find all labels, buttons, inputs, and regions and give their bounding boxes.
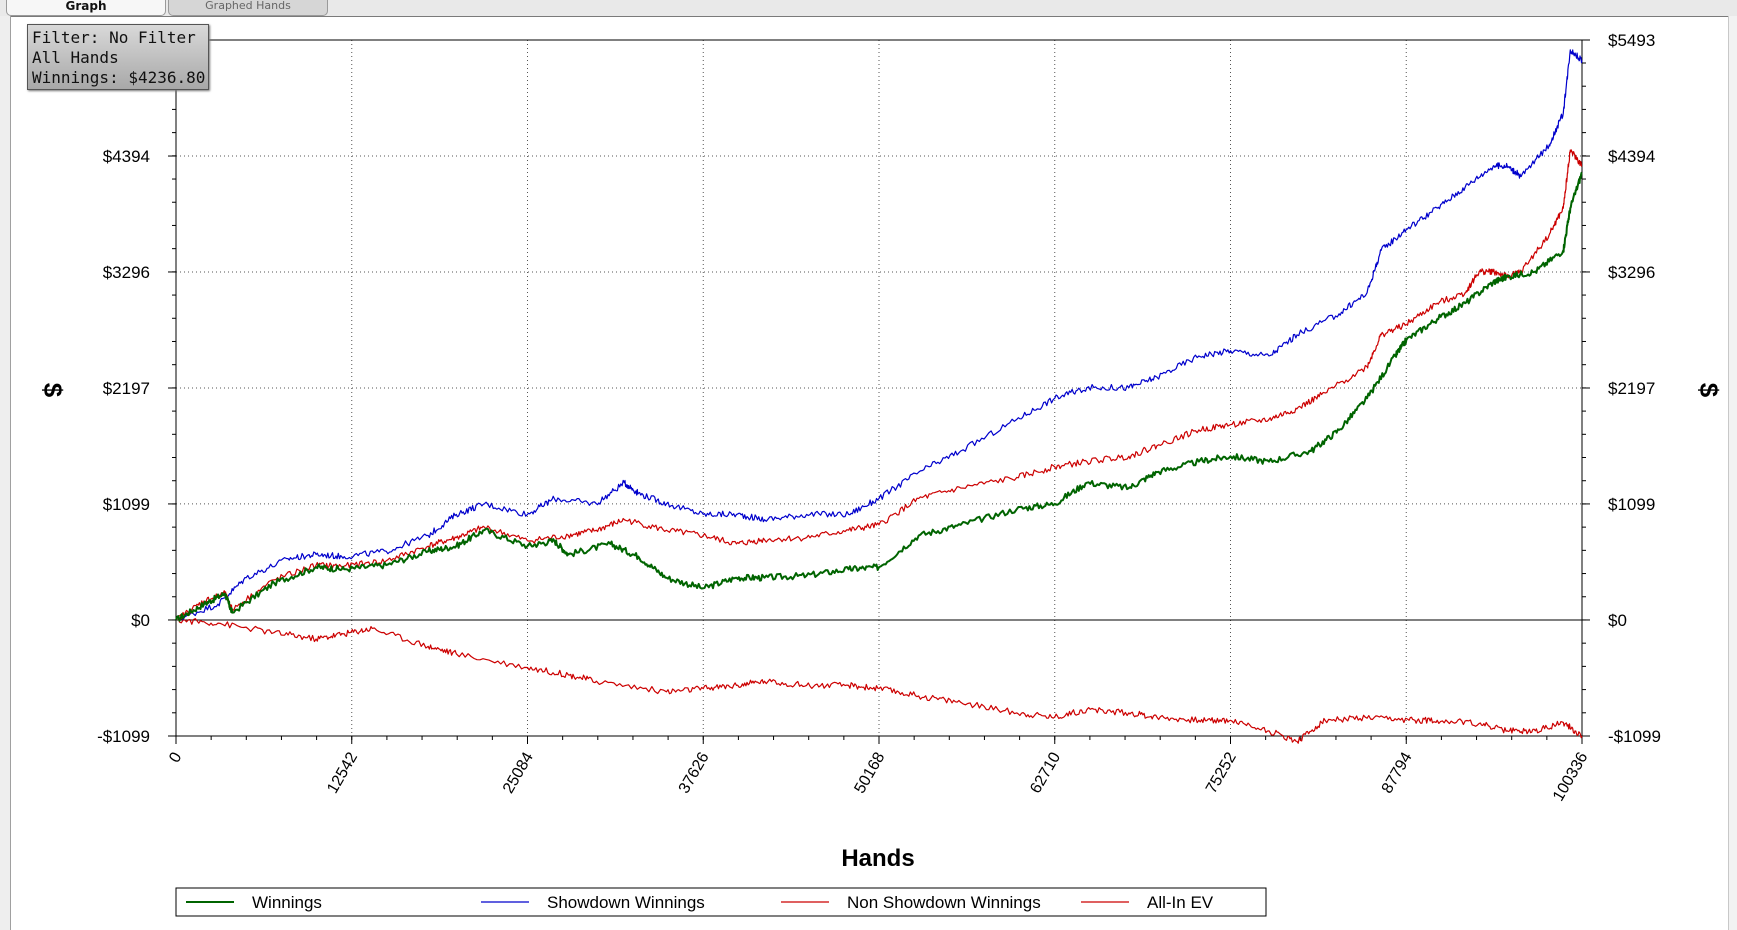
- y-axis-label-right: $: [1694, 383, 1724, 398]
- series-line: [175, 149, 1583, 621]
- y-tick-label-right: $2197: [1608, 379, 1655, 398]
- tab-graph[interactable]: Graph: [6, 0, 166, 16]
- x-tick-label: 25084: [500, 749, 537, 796]
- legend: Winnings Showdown Winnings Non Showdown Wi…: [175, 887, 1267, 917]
- y-tick-label-right: $4394: [1608, 147, 1655, 166]
- legend-box: [175, 887, 1267, 917]
- left-panel-edge: [0, 16, 11, 930]
- x-tick-label: 62710: [1027, 749, 1064, 796]
- x-axis-label: Hands: [841, 845, 914, 872]
- right-scroll-edge: [1728, 16, 1737, 930]
- x-tick-label: 75252: [1203, 749, 1240, 796]
- grid-lines: [176, 40, 1582, 737]
- chart-axes: [168, 39, 1590, 744]
- y-tick-label-right: $1099: [1608, 495, 1655, 514]
- winnings-text: Winnings: $4236.80: [32, 68, 206, 87]
- y-tick-label-right: $3296: [1608, 263, 1655, 282]
- y-tick-label-right: $5493: [1608, 31, 1655, 50]
- x-tick-label: 0: [166, 749, 185, 765]
- y-tick-label-left: $0: [131, 611, 150, 630]
- legend-label: Showdown Winnings: [547, 893, 705, 912]
- series-line: [175, 49, 1583, 621]
- y-tick-label-left: $3296: [103, 263, 150, 282]
- x-tick-label: 37626: [676, 749, 713, 796]
- tab-bar: Graph Graphed Hands: [0, 0, 1737, 17]
- x-tick-label: 87794: [1379, 749, 1416, 796]
- x-tick-label: 100336: [1550, 749, 1591, 804]
- y-tick-label-left: -$1099: [97, 727, 150, 746]
- y-tick-label-left: $4394: [103, 147, 150, 166]
- y-tick-label-right: $0: [1608, 611, 1627, 630]
- filter-text: Filter: No Filter: [32, 28, 196, 47]
- hands-text: All Hands: [32, 48, 119, 67]
- x-tick-label: 50168: [851, 749, 888, 796]
- y-tick-label-right: -$1099: [1608, 727, 1661, 746]
- legend-label: Winnings: [252, 893, 322, 912]
- tab-graphed-hands[interactable]: Graphed Hands: [168, 0, 328, 16]
- series-line: [175, 171, 1583, 622]
- y-axis-label-left: $: [38, 383, 68, 398]
- y-tick-label-left: $2197: [103, 379, 150, 398]
- series-lines: [175, 49, 1583, 744]
- y-tick-label-left: $1099: [103, 495, 150, 514]
- x-tick-label: 12542: [324, 749, 361, 796]
- series-line: [175, 616, 1583, 744]
- legend-label: Non Showdown Winnings: [847, 893, 1041, 912]
- filter-info-box: Filter: No Filter All Hands Winnings: $4…: [27, 24, 209, 90]
- legend-label: All-In EV: [1147, 893, 1214, 912]
